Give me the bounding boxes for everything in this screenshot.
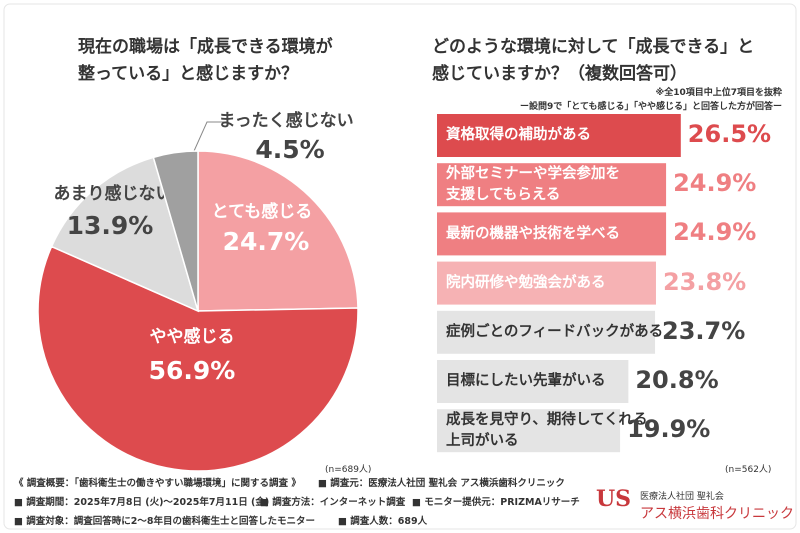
frame [3,3,797,530]
slice-label: やや感じる [150,326,235,347]
bar-subnote: ー設問9で「とても感じる」「やや感じる」と回答した方が回答ー [519,102,782,112]
footer-text: ■ 調査期間：2025年7月8日 (火)〜2025年7月11日 (金) [14,497,270,508]
slice-value: 13.9% [67,211,154,240]
footer-text: ■ 調査人数：689人 [338,516,428,527]
value-label: 19.9% [627,415,711,444]
slice-value: 56.9% [149,356,236,385]
footer-text: ■ モニター提供元：PRIZMAリサーチ [412,497,580,508]
bar-subnote: ※全10項目中上位7項目を抜粋 [655,88,782,98]
slice-value: 24.7% [223,227,310,256]
bar-label: 成長を見守り、期待してくれる 上司がいる [446,412,648,449]
bar-label: 最新の機器や技術を学べる [446,225,620,242]
logo-name: アス横浜歯科クリニック [640,506,794,522]
bar [437,360,629,403]
value-label: 23.8% [662,267,747,296]
bar [437,310,656,354]
footer-text: 《 調査概要：「歯科衛生士の働きやすい職場環境」に関する調査 》 [14,478,301,489]
bar-label: 外部セミナーや学会参加を 支援してもらえる [446,166,620,203]
slice-label: まったく感じない [218,110,353,131]
value-label: 24.9% [673,218,757,247]
slice-label: あまり感じない [54,183,173,204]
bar-label: 症例ごとのフィードバックがある [446,324,664,341]
pie-slice [152,150,199,312]
bar-label: 院内研修や勉強会がある [446,274,606,291]
pie-slice [37,245,359,472]
footer-text: ■ 調査方法：インターネット調査 [260,497,406,508]
footer-text: ■ 調査対象：調査回答時に2〜8年目の歯科衛生士と回答したモニター [14,516,316,527]
bar [437,409,621,453]
pie-note: (n=689人) [325,465,372,475]
value-label: 26.5% [687,120,772,148]
bar-note: (n=562人) [725,465,772,475]
logo-org: 医療法人社団 聖礼会 [640,492,724,502]
pie-slice [197,150,359,312]
bar [437,163,667,207]
value-label: 23.7% [662,316,746,345]
pie-slice [50,156,200,313]
value-label: 20.8% [635,366,719,394]
slice-value: 4.5% [255,135,324,164]
bar [437,261,656,305]
bar-label: 資格取得の補助がある [446,127,591,144]
bar [437,114,681,157]
logo-mark: US [596,486,632,512]
pie-title: 現在の職場は「成長できる環境が 整っている」と感じますか？ [78,37,333,85]
footer-text: ■ 調査元：医療法人社団 聖礼会 アス横浜歯科クリニック [318,478,565,489]
slice-label: とても感じる [212,201,313,222]
bar [437,212,667,256]
leader-line [189,121,228,161]
bar-title: どのような環境に対して「成長できる」と 感じていますか？（複数回答可） [432,37,755,85]
bar-label: 目標にしたい先輩がいる [446,373,606,390]
value-label: 24.9% [673,169,757,198]
